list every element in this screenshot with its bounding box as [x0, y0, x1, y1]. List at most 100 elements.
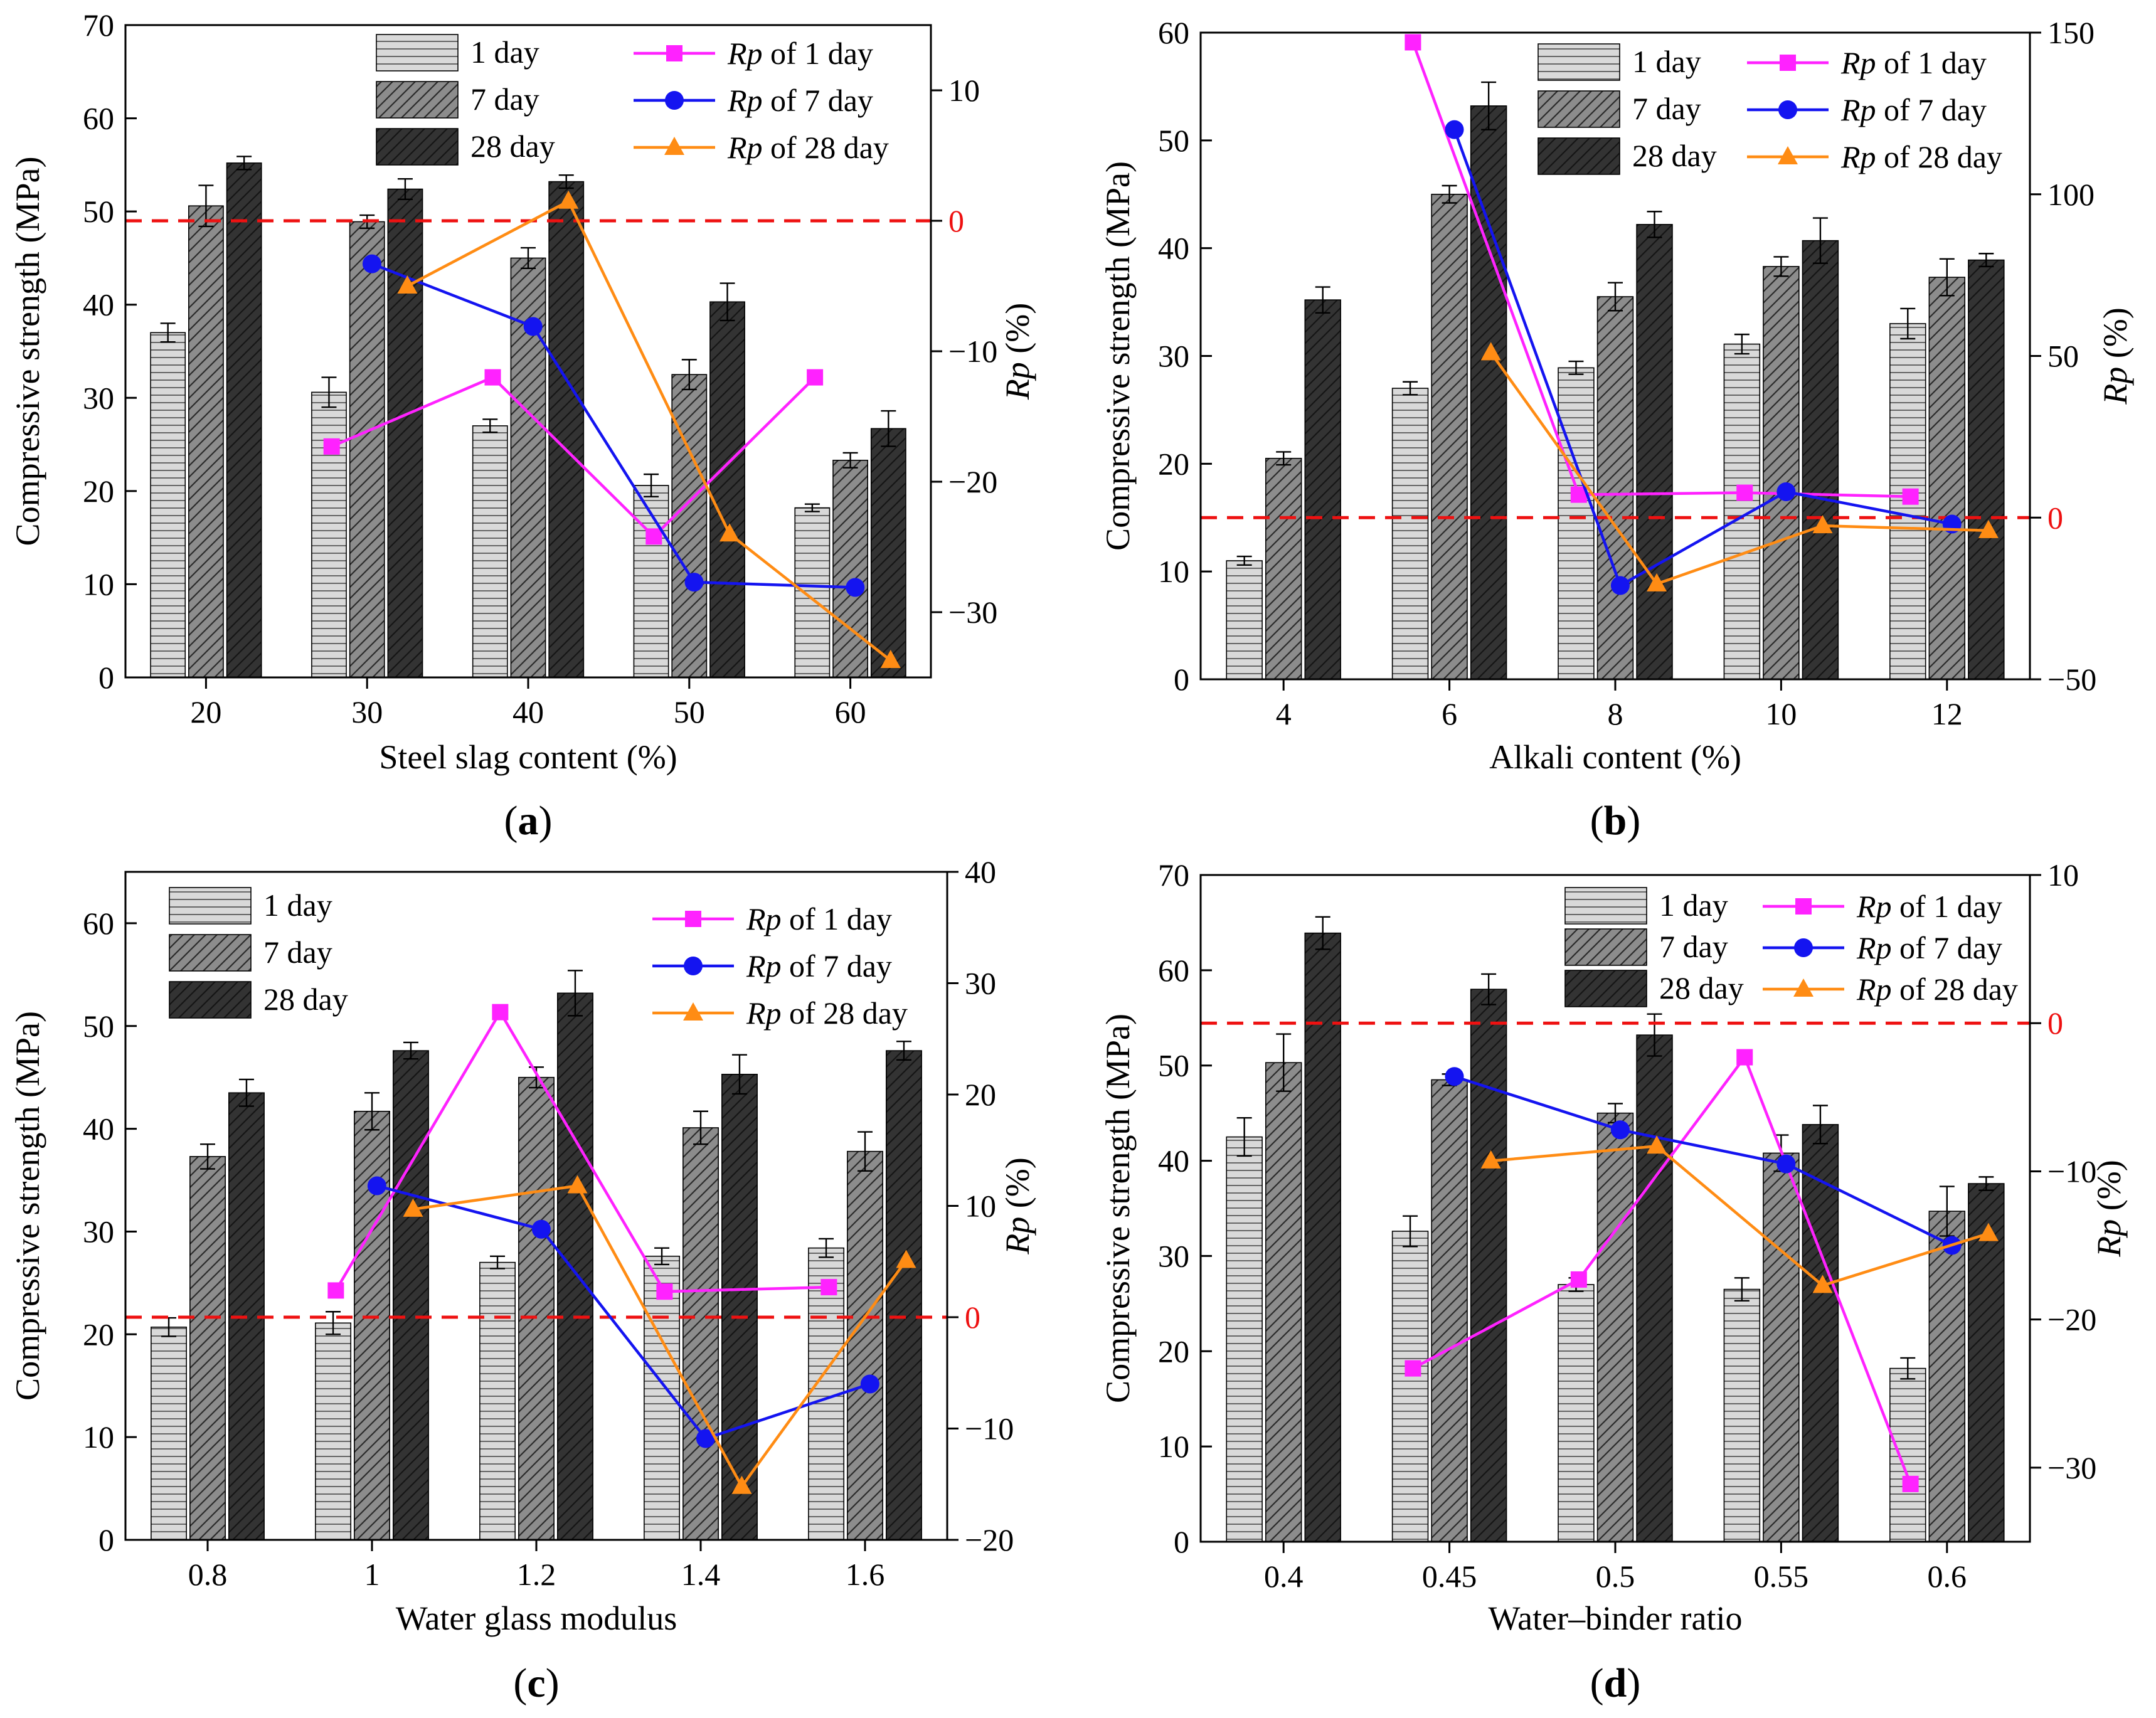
legend-label: 28 day [1659, 970, 1744, 1005]
legend-label: Rp of 28 day [1856, 972, 2018, 1007]
y-tick-label: 10 [83, 1419, 114, 1455]
rp-point [327, 1282, 344, 1299]
bar-1day-50 [633, 485, 669, 678]
y-tick-label: 50 [83, 194, 114, 229]
y2-tick-label: 0 [2047, 1005, 2063, 1041]
rp-point [731, 1475, 752, 1494]
bar-7day-0.4 [1265, 1062, 1302, 1542]
y-tick-label: 0 [1174, 1524, 1189, 1559]
y-tick-label: 60 [1158, 15, 1189, 50]
rp-point [720, 523, 740, 542]
bar-28day-0.6 [1968, 1183, 2005, 1542]
rp-point [523, 317, 543, 336]
rp-point [1480, 342, 1501, 361]
y-tick-label: 0 [1174, 662, 1189, 697]
bar-28day-10 [1802, 240, 1839, 680]
y-tick-label: 10 [1158, 1429, 1189, 1464]
x-axis-title: Water–binder ratio [1489, 1599, 1743, 1637]
legend-label: 1 day [263, 888, 332, 923]
y-axis-title: Compressive strength (MPa) [1099, 161, 1137, 551]
x-axis-title: Water glass modulus [396, 1599, 677, 1637]
rp-point [397, 275, 418, 294]
bar-7day-1.2 [518, 1076, 555, 1540]
y-tick-label: 10 [1158, 554, 1189, 589]
y-tick-label: 0 [98, 660, 114, 695]
rp-point [1405, 1360, 1421, 1377]
legend-marker [685, 911, 701, 927]
chart-panel-d: 0 10 20 30 40 50 60 70 −30 −20 −10 0 10 0.4 0.45 0.5 0.5… [1099, 857, 2128, 1706]
error-bar [1481, 81, 1497, 130]
bar-28day-50 [709, 301, 745, 678]
legend-marker [1780, 55, 1796, 71]
error-bar [881, 410, 896, 447]
error-bar [1481, 973, 1497, 1005]
bar-28day-30 [387, 188, 423, 678]
error-bar [403, 1041, 418, 1060]
legend-label: 28 day [1632, 138, 1717, 173]
legend-swatch-28day [1537, 137, 1620, 175]
bar-1day-0.55 [1723, 1288, 1761, 1542]
bar-28day-1 [392, 1050, 429, 1540]
error-bar [1276, 451, 1292, 466]
y2-tick-label: 0 [965, 1300, 980, 1335]
x-tick-label: 40 [512, 694, 544, 729]
y-tick-label: 30 [1158, 339, 1189, 374]
x-tick-label: 30 [351, 694, 383, 729]
y-axis-title: Compressive strength (MPa) [9, 157, 46, 546]
y-tick-label: 20 [1158, 446, 1189, 481]
error-bar [397, 178, 413, 201]
bar-28day-40 [548, 181, 585, 678]
error-bar [1900, 307, 1916, 340]
bar-1day-30 [311, 391, 347, 678]
rp-point [1812, 1275, 1833, 1293]
y-tick-label: 50 [83, 1009, 114, 1044]
legend-label: Rp of 7 day [746, 948, 892, 984]
chart-panel-a: 0 10 20 30 40 50 60 70 −30 −20 −10 0 10 20 30 40 50 60 Ste… [9, 8, 1036, 844]
rp-point [1480, 1150, 1501, 1169]
legend-swatch-7day [1564, 928, 1647, 966]
bar-28day-4 [1304, 299, 1341, 680]
legend-label: 28 day [470, 129, 555, 164]
rp-point [531, 1219, 551, 1239]
bar-7day-4 [1265, 457, 1302, 680]
error-bar [1734, 333, 1750, 355]
rp-line-1day [1411, 41, 1911, 498]
legend-label: Rp of 1 day [1840, 45, 1987, 80]
y2-tick-label: 20 [965, 1077, 996, 1112]
y2-tick-label: 150 [2047, 15, 2095, 50]
rp-line-1day [334, 1009, 829, 1293]
rp-point [645, 528, 662, 545]
y2-tick-label: −20 [948, 464, 997, 499]
bar-1day-0.45 [1391, 1231, 1429, 1542]
legend-marker [684, 957, 703, 975]
y-tick-label: 0 [98, 1522, 114, 1557]
y-tick-label: 40 [83, 287, 114, 322]
rp-line-7day [1453, 1075, 1953, 1247]
y-tick-label: 40 [1158, 1143, 1189, 1179]
rp-point [367, 1176, 386, 1196]
rp-point [403, 1198, 423, 1217]
bar-7day-30 [349, 221, 385, 678]
bar-7day-50 [671, 374, 708, 678]
error-bar [858, 1131, 873, 1172]
x-tick-label: 50 [674, 694, 705, 729]
error-bar [1276, 1033, 1292, 1092]
x-tick-label: 0.4 [1264, 1559, 1304, 1594]
error-bar [1608, 282, 1623, 312]
legend-label: 7 day [1632, 91, 1701, 126]
bar-7day-0.5 [1596, 1112, 1634, 1542]
y-tick-label: 20 [83, 1317, 114, 1352]
error-bar [1442, 184, 1457, 204]
bar-1day-0.5 [1558, 1284, 1595, 1542]
legend-swatch-1day [1564, 887, 1647, 925]
legend-label: Rp of 1 day [746, 901, 892, 936]
error-bar [521, 247, 536, 269]
y-tick-label: 30 [83, 380, 114, 415]
rp-point [1610, 1120, 1630, 1140]
error-bar [819, 1238, 834, 1258]
rp-point [1736, 1049, 1753, 1066]
y-tick-label: 40 [83, 1111, 114, 1147]
x-axis-title: Alkali content (%) [1489, 738, 1741, 776]
y2-tick-label: −20 [965, 1522, 1014, 1557]
rp-point [1445, 1067, 1464, 1086]
